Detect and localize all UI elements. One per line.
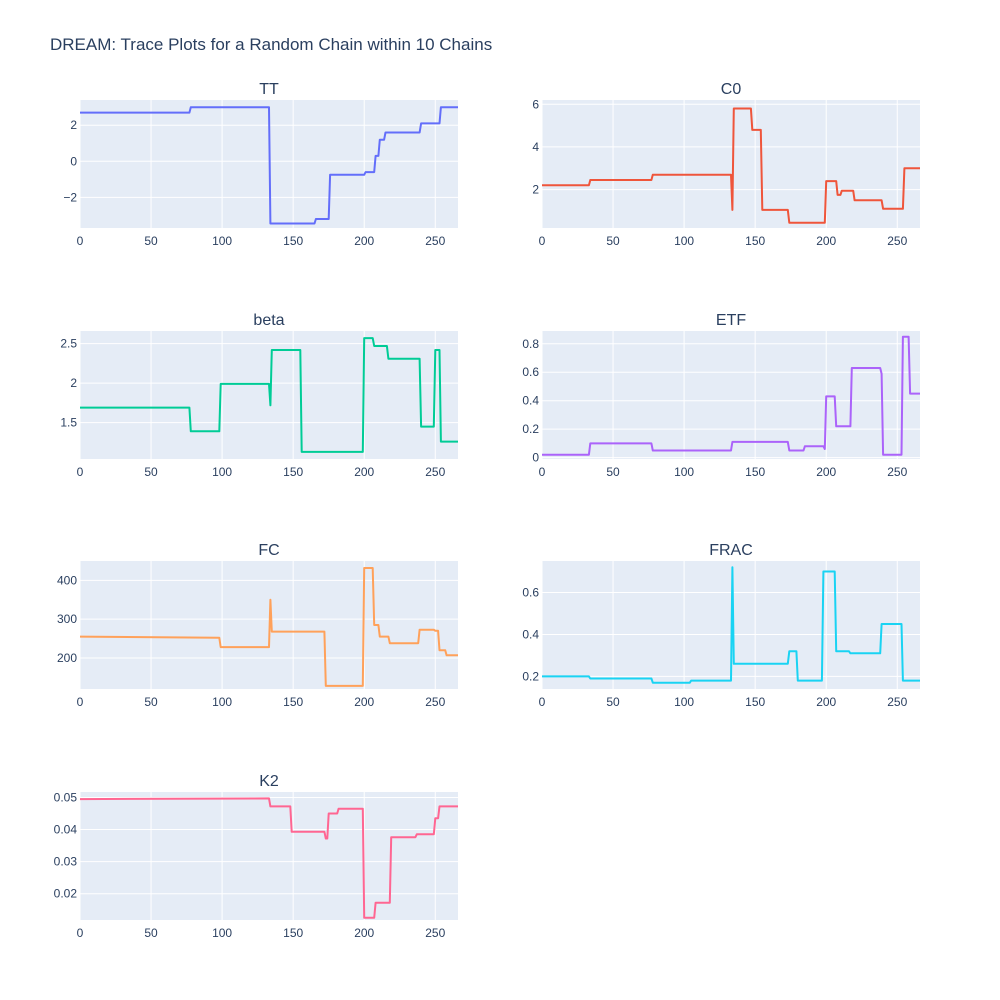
y-tick-label: 0.2 bbox=[522, 422, 539, 436]
x-tick-label: 0 bbox=[539, 695, 546, 709]
x-tick-label: 250 bbox=[425, 465, 445, 479]
y-tick-label: 0.6 bbox=[522, 585, 539, 599]
x-tick-label: 200 bbox=[354, 926, 374, 940]
x-tick-label: 250 bbox=[425, 695, 445, 709]
x-tick-label: 150 bbox=[283, 695, 303, 709]
x-tick-label: 200 bbox=[354, 465, 374, 479]
x-tick-label: 50 bbox=[606, 234, 620, 248]
subplot-title: FRAC bbox=[709, 542, 753, 559]
y-tick-label: −2 bbox=[63, 190, 77, 204]
subplot-title: K2 bbox=[259, 773, 279, 790]
x-tick-label: 0 bbox=[539, 465, 546, 479]
y-tick-label: 1.5 bbox=[60, 416, 77, 430]
plot-background bbox=[542, 331, 920, 459]
x-tick-label: 50 bbox=[144, 465, 158, 479]
x-tick-label: 100 bbox=[212, 234, 232, 248]
y-tick-label: 0 bbox=[532, 451, 539, 465]
x-tick-label: 200 bbox=[816, 465, 836, 479]
y-tick-label: 0.2 bbox=[522, 669, 539, 683]
x-tick-label: 150 bbox=[745, 695, 765, 709]
y-tick-label: 4 bbox=[532, 140, 539, 154]
y-tick-label: 0 bbox=[70, 154, 77, 168]
subplot-title: FC bbox=[258, 542, 279, 559]
x-tick-label: 100 bbox=[674, 234, 694, 248]
trace-line-beta bbox=[80, 337, 458, 453]
x-tick-label: 100 bbox=[212, 695, 232, 709]
x-tick-label: 100 bbox=[674, 465, 694, 479]
x-tick-label: 50 bbox=[606, 695, 620, 709]
x-tick-label: 150 bbox=[283, 234, 303, 248]
x-tick-label: 50 bbox=[144, 695, 158, 709]
x-tick-label: 200 bbox=[816, 695, 836, 709]
y-tick-label: 200 bbox=[57, 651, 77, 665]
plot-background bbox=[80, 792, 458, 920]
x-tick-label: 200 bbox=[354, 695, 374, 709]
subplot-k2: 0 50 100 150 200 250 0.02 0.03 0.04 0.05 K2 bbox=[54, 773, 458, 940]
subplot-title: TT bbox=[259, 81, 279, 98]
y-tick-label: 0.4 bbox=[522, 394, 539, 408]
subplot-title: ETF bbox=[716, 312, 746, 329]
subplot-tt: 0 50 100 150 200 250 −2 0 2 TT bbox=[63, 81, 458, 248]
x-tick-label: 200 bbox=[816, 234, 836, 248]
x-tick-label: 100 bbox=[674, 695, 694, 709]
x-tick-label: 150 bbox=[745, 234, 765, 248]
y-tick-label: 2.5 bbox=[60, 337, 77, 351]
trace-line-fc bbox=[79, 567, 458, 687]
y-tick-label: 0.03 bbox=[54, 855, 78, 869]
subplot-title: C0 bbox=[721, 81, 742, 98]
y-tick-label: 6 bbox=[532, 97, 539, 111]
x-tick-label: 250 bbox=[887, 695, 907, 709]
x-tick-label: 150 bbox=[283, 465, 303, 479]
x-tick-label: 0 bbox=[77, 234, 84, 248]
trace-line-c0 bbox=[542, 107, 920, 224]
x-tick-label: 0 bbox=[539, 234, 546, 248]
y-tick-label: 2 bbox=[70, 376, 77, 390]
y-tick-label: 0.02 bbox=[54, 887, 78, 901]
trace-line-frac bbox=[542, 566, 920, 684]
y-tick-label: 0.8 bbox=[522, 337, 539, 351]
y-tick-label: 0.6 bbox=[522, 365, 539, 379]
subplot-c0: 0 50 100 150 200 250 2 4 6 C0 bbox=[532, 81, 920, 248]
y-tick-label: 2 bbox=[70, 118, 77, 132]
y-tick-label: 300 bbox=[57, 612, 77, 626]
trace-line-k2 bbox=[79, 797, 458, 919]
x-tick-label: 150 bbox=[745, 465, 765, 479]
trace-line-tt bbox=[80, 106, 458, 225]
subplot-fc: 0 50 100 150 200 250 200 300 400 FC bbox=[57, 542, 458, 709]
x-tick-label: 250 bbox=[887, 234, 907, 248]
x-tick-label: 150 bbox=[283, 926, 303, 940]
trace-line-etf bbox=[542, 335, 920, 456]
x-tick-label: 50 bbox=[606, 465, 620, 479]
subplot-frac: 0 50 100 150 200 250 0.2 0.4 0.6 FRAC bbox=[522, 542, 920, 709]
subplot-title: beta bbox=[253, 312, 284, 329]
x-tick-label: 100 bbox=[212, 926, 232, 940]
x-tick-label: 0 bbox=[77, 926, 84, 940]
plot-background bbox=[542, 100, 920, 228]
y-tick-label: 0.04 bbox=[54, 823, 78, 837]
y-tick-label: 2 bbox=[532, 183, 539, 197]
figure-title: DREAM: Trace Plots for a Random Chain wi… bbox=[50, 35, 492, 54]
subplot-etf: 0 50 100 150 200 250 0 0.2 0.4 0.6 0.8 ETF bbox=[522, 312, 920, 479]
x-tick-label: 0 bbox=[77, 465, 84, 479]
subplot-beta: 0 50 100 150 200 250 1.5 2 2.5 beta bbox=[60, 312, 458, 479]
x-tick-label: 50 bbox=[144, 234, 158, 248]
x-tick-label: 250 bbox=[425, 234, 445, 248]
y-tick-label: 0.05 bbox=[54, 790, 78, 804]
x-tick-label: 250 bbox=[425, 926, 445, 940]
x-tick-label: 100 bbox=[212, 465, 232, 479]
y-tick-label: 400 bbox=[57, 573, 77, 587]
x-tick-label: 50 bbox=[144, 926, 158, 940]
x-tick-label: 250 bbox=[887, 465, 907, 479]
x-tick-label: 200 bbox=[354, 234, 374, 248]
y-tick-label: 0.4 bbox=[522, 627, 539, 641]
x-tick-label: 0 bbox=[77, 695, 84, 709]
